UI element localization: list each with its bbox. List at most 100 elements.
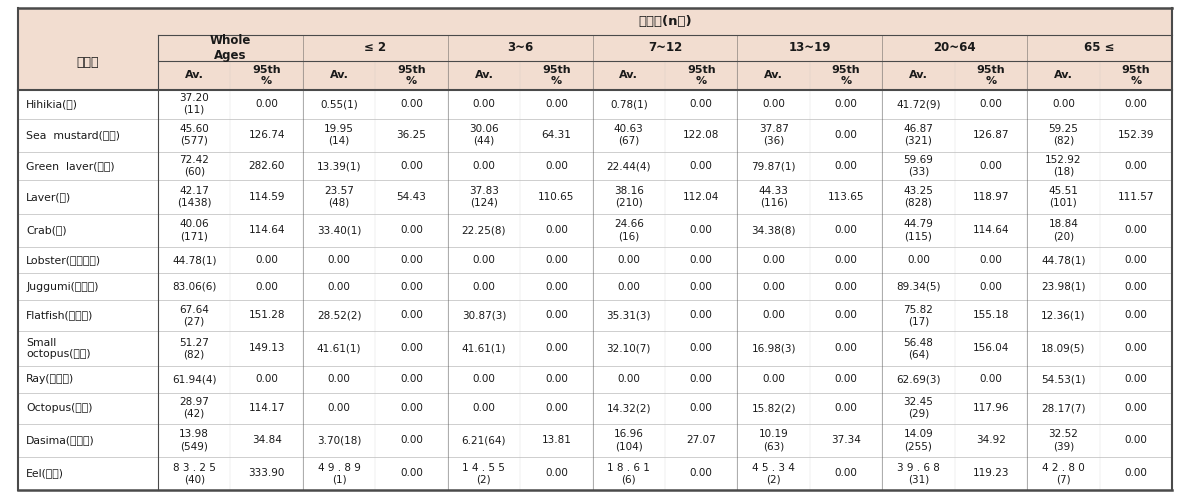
Text: 23.98(1): 23.98(1) <box>1041 281 1085 292</box>
Text: 15.82(2): 15.82(2) <box>751 403 796 413</box>
Text: 152.39: 152.39 <box>1117 130 1154 140</box>
Text: 46.87
(321): 46.87 (321) <box>903 124 933 146</box>
Text: 0.00: 0.00 <box>545 255 568 265</box>
Text: 64.31: 64.31 <box>541 130 571 140</box>
Text: 0.00: 0.00 <box>1125 403 1147 413</box>
Text: 0.00: 0.00 <box>400 99 422 109</box>
Text: 95th
%: 95th % <box>252 65 281 86</box>
Text: 16.96
(104): 16.96 (104) <box>614 429 644 451</box>
Text: 75.82
(17): 75.82 (17) <box>903 305 933 326</box>
Text: 0.00: 0.00 <box>545 374 568 384</box>
Text: 0.00: 0.00 <box>690 403 713 413</box>
Text: 0.00: 0.00 <box>979 99 1002 109</box>
Text: 0.00: 0.00 <box>690 310 713 320</box>
Text: 16.98(3): 16.98(3) <box>751 344 796 354</box>
Text: 0.00: 0.00 <box>1125 310 1147 320</box>
Text: 0.00: 0.00 <box>834 469 858 479</box>
Text: 89.34(5): 89.34(5) <box>896 281 941 292</box>
Text: 59.69
(33): 59.69 (33) <box>903 155 933 177</box>
Text: 0.00: 0.00 <box>1125 469 1147 479</box>
Text: 24.66
(16): 24.66 (16) <box>614 220 644 241</box>
Text: 0.00: 0.00 <box>690 469 713 479</box>
Text: 119.23: 119.23 <box>972 469 1009 479</box>
Text: 59.25
(82): 59.25 (82) <box>1048 124 1078 146</box>
Text: Sea  mustard(미역): Sea mustard(미역) <box>26 130 120 140</box>
Text: 0.00: 0.00 <box>618 281 640 292</box>
Text: 13.39(1): 13.39(1) <box>317 161 362 171</box>
Text: 44.78(1): 44.78(1) <box>1041 255 1085 265</box>
Text: 0.00: 0.00 <box>979 281 1002 292</box>
Text: 30.87(3): 30.87(3) <box>462 310 506 320</box>
Text: 34.38(8): 34.38(8) <box>751 225 796 235</box>
Text: 0.00: 0.00 <box>834 310 858 320</box>
Text: 114.17: 114.17 <box>249 403 284 413</box>
Text: Av.: Av. <box>619 70 638 81</box>
Text: 41.61(1): 41.61(1) <box>317 344 362 354</box>
Text: Av.: Av. <box>909 70 928 81</box>
Text: 126.74: 126.74 <box>249 130 284 140</box>
Text: 51.27
(82): 51.27 (82) <box>180 338 209 359</box>
Text: 44.79
(115): 44.79 (115) <box>903 220 933 241</box>
Text: 12.36(1): 12.36(1) <box>1041 310 1085 320</box>
Text: 149.13: 149.13 <box>249 344 284 354</box>
Text: 0.00: 0.00 <box>1052 99 1075 109</box>
Text: 34.84: 34.84 <box>252 435 282 445</box>
Text: 114.64: 114.64 <box>972 225 1009 235</box>
Text: 0.00: 0.00 <box>327 403 351 413</box>
Text: 95th
%: 95th % <box>397 65 426 86</box>
Text: 56.48
(64): 56.48 (64) <box>903 338 933 359</box>
Text: 0.00: 0.00 <box>834 255 858 265</box>
Text: 0.00: 0.00 <box>400 374 422 384</box>
Text: 0.00: 0.00 <box>472 281 495 292</box>
Text: 110.65: 110.65 <box>538 192 575 202</box>
Text: 0.00: 0.00 <box>255 374 278 384</box>
Text: 0.00: 0.00 <box>400 225 422 235</box>
Text: 18.09(5): 18.09(5) <box>1041 344 1085 354</box>
Text: 95th
%: 95th % <box>977 65 1006 86</box>
Text: 0.00: 0.00 <box>255 255 278 265</box>
Text: 54.53(1): 54.53(1) <box>1041 374 1085 384</box>
Text: 65 ≤: 65 ≤ <box>1084 41 1115 54</box>
Text: 282.60: 282.60 <box>249 161 284 171</box>
Text: 3~6: 3~6 <box>507 41 533 54</box>
Text: 152.92
(18): 152.92 (18) <box>1045 155 1082 177</box>
Text: 0.00: 0.00 <box>979 374 1002 384</box>
Text: 0.00: 0.00 <box>907 255 929 265</box>
Text: 114.59: 114.59 <box>249 192 284 202</box>
Text: 3 9 . 6 8
(31): 3 9 . 6 8 (31) <box>897 463 940 484</box>
Text: 0.00: 0.00 <box>1125 374 1147 384</box>
Text: 6.21(64): 6.21(64) <box>462 435 506 445</box>
Text: 114.64: 114.64 <box>249 225 284 235</box>
Text: 155.18: 155.18 <box>972 310 1009 320</box>
Text: 40.63
(67): 40.63 (67) <box>614 124 644 146</box>
Text: 61.94(4): 61.94(4) <box>173 374 217 384</box>
Text: 95th
%: 95th % <box>541 65 571 86</box>
Text: 0.00: 0.00 <box>472 161 495 171</box>
Text: 83.06(6): 83.06(6) <box>173 281 217 292</box>
Text: 0.00: 0.00 <box>400 281 422 292</box>
Text: 4 5 . 3 4
(2): 4 5 . 3 4 (2) <box>752 463 795 484</box>
Text: Av.: Av. <box>184 70 203 81</box>
Text: 30.06
(44): 30.06 (44) <box>469 124 499 146</box>
Text: 41.72(9): 41.72(9) <box>896 99 941 109</box>
Text: 0.00: 0.00 <box>690 344 713 354</box>
Text: 0.00: 0.00 <box>327 281 351 292</box>
Text: 0.00: 0.00 <box>400 403 422 413</box>
Text: 38.16
(210): 38.16 (210) <box>614 186 644 208</box>
Text: 0.00: 0.00 <box>472 255 495 265</box>
Text: 28.52(2): 28.52(2) <box>317 310 362 320</box>
Text: 0.00: 0.00 <box>472 403 495 413</box>
Text: Ray(가오리): Ray(가오리) <box>26 374 74 384</box>
Text: 79.87(1): 79.87(1) <box>751 161 796 171</box>
Text: 0.00: 0.00 <box>400 255 422 265</box>
Text: 0.00: 0.00 <box>1125 161 1147 171</box>
Text: 1 8 . 6 1
(6): 1 8 . 6 1 (6) <box>607 463 650 484</box>
Text: 122.08: 122.08 <box>683 130 720 140</box>
Text: 0.00: 0.00 <box>400 161 422 171</box>
Text: 4 2 . 8 0
(7): 4 2 . 8 0 (7) <box>1042 463 1085 484</box>
Text: 0.00: 0.00 <box>545 344 568 354</box>
Text: 36.25: 36.25 <box>396 130 426 140</box>
Text: 44.33
(116): 44.33 (116) <box>759 186 789 208</box>
Text: 0.00: 0.00 <box>979 255 1002 265</box>
Text: 13~19: 13~19 <box>789 41 831 54</box>
